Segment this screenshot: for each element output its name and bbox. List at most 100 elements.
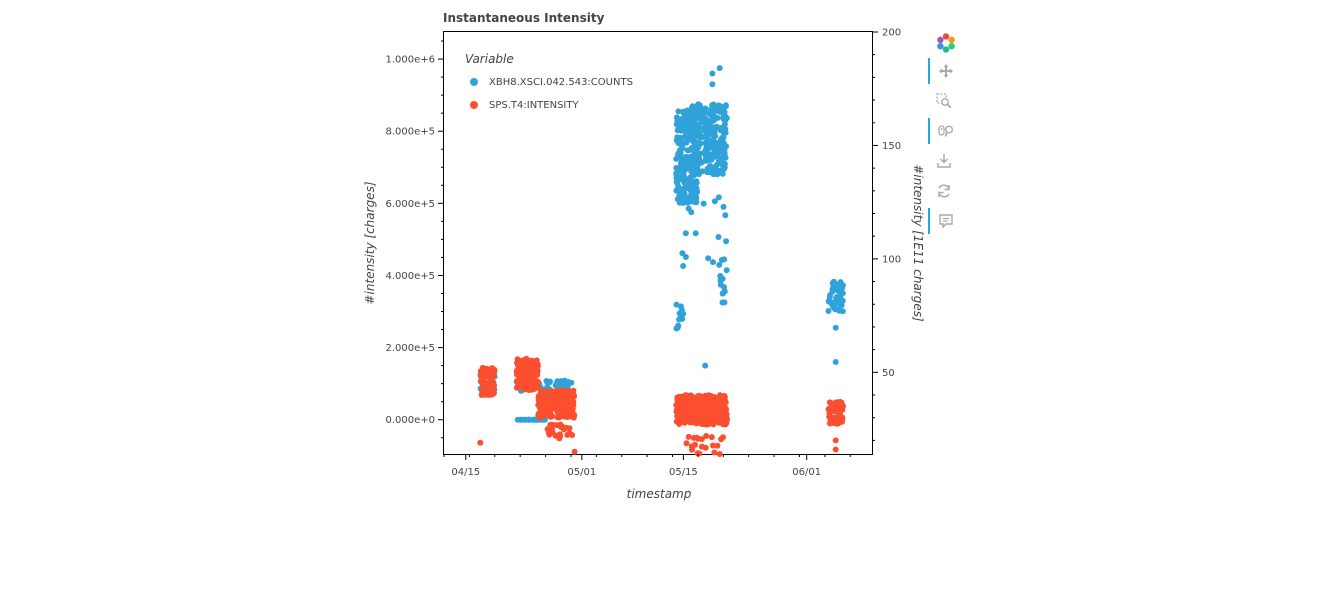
data-point <box>682 230 689 237</box>
x-tick-label: 05/15 <box>669 467 698 478</box>
legend-label: SPS.T4:INTENSITY <box>489 100 579 111</box>
data-point <box>716 148 723 155</box>
wheel-zoom-tool-button[interactable] <box>928 118 964 144</box>
legend-item[interactable]: XBH8.XSCI.042.543:COUNTS <box>470 77 633 88</box>
data-point <box>673 301 680 308</box>
hover-tool-button[interactable] <box>928 208 964 234</box>
data-point <box>827 413 834 420</box>
data-point <box>703 421 710 428</box>
box-zoom-tool-button[interactable] <box>928 88 962 114</box>
legend: Variable XBH8.XSCI.042.543:COUNTS SPS.T4… <box>465 52 633 111</box>
save-tool-icon <box>937 154 951 168</box>
data-point <box>702 362 709 369</box>
data-point <box>540 411 547 418</box>
data-point <box>676 395 683 402</box>
data-point <box>704 169 711 176</box>
data-point <box>681 409 688 416</box>
data-point <box>830 278 837 285</box>
data-point <box>688 158 695 165</box>
legend-title: Variable <box>465 52 514 66</box>
data-point <box>546 408 553 415</box>
data-point <box>698 116 705 122</box>
data-point <box>827 404 834 411</box>
pan-tool-button[interactable] <box>928 58 964 84</box>
data-point <box>673 179 680 186</box>
data-point <box>538 399 545 406</box>
data-point <box>712 133 719 140</box>
data-point <box>832 324 839 331</box>
data-point <box>720 133 727 140</box>
data-point <box>832 419 838 426</box>
data-point <box>719 290 726 297</box>
data-point <box>560 405 567 412</box>
data-point <box>694 141 701 148</box>
x-tick-label: 04/15 <box>451 467 480 478</box>
data-point <box>706 120 713 127</box>
data-point <box>535 394 542 401</box>
data-point <box>692 123 699 129</box>
data-point <box>694 152 701 159</box>
data-point <box>719 275 726 282</box>
data-point <box>832 437 839 444</box>
data-point <box>682 254 689 260</box>
data-point <box>712 153 718 160</box>
data-point <box>544 426 551 433</box>
data-point <box>479 381 486 388</box>
data-point <box>720 395 727 401</box>
data-point <box>704 145 711 152</box>
data-point <box>711 449 718 456</box>
data-point <box>696 414 702 421</box>
data-point <box>533 367 540 374</box>
data-point <box>693 180 700 186</box>
legend-item[interactable]: SPS.T4:INTENSITY <box>470 100 579 111</box>
data-point <box>839 418 845 425</box>
data-point <box>714 442 721 449</box>
data-point <box>720 203 727 210</box>
bokeh-logo[interactable] <box>928 28 962 54</box>
data-point <box>674 117 681 124</box>
data-point <box>561 410 568 417</box>
data-point <box>692 230 699 237</box>
reset-tool-button[interactable] <box>928 178 962 204</box>
data-point <box>710 117 717 123</box>
data-point <box>698 105 705 112</box>
data-point <box>488 388 495 395</box>
data-point <box>679 121 686 128</box>
data-point <box>675 108 682 115</box>
hover-tool-icon <box>939 214 953 229</box>
data-point <box>720 434 726 441</box>
data-point <box>832 359 839 365</box>
series-2 <box>477 355 846 457</box>
data-point <box>722 212 729 219</box>
legend-label: XBH8.XSCI.042.543:COUNTS <box>489 77 633 88</box>
data-point <box>832 446 839 453</box>
y-tick-label: 0.000e+0 <box>385 415 435 426</box>
data-point <box>477 439 484 446</box>
data-point <box>683 393 689 400</box>
data-point <box>678 417 685 424</box>
data-point <box>721 410 728 416</box>
data-layer <box>477 65 846 457</box>
data-point <box>694 169 701 176</box>
data-point <box>487 376 494 383</box>
data-point <box>708 434 715 441</box>
reset-tool-icon <box>938 184 950 198</box>
y-tick-label: 8.000e+5 <box>385 127 435 138</box>
data-point <box>570 411 576 417</box>
data-point <box>700 200 707 207</box>
bokeh-logo-icon <box>937 33 955 53</box>
data-point <box>688 443 695 450</box>
data-point <box>709 70 716 77</box>
data-point <box>679 144 686 151</box>
data-point <box>477 368 484 375</box>
data-point <box>698 443 705 450</box>
data-point <box>710 170 717 177</box>
box-zoom-tool-icon <box>936 93 952 109</box>
data-point <box>518 374 525 381</box>
data-point <box>685 433 692 440</box>
save-tool-button[interactable] <box>928 148 962 174</box>
legend-swatch <box>470 101 478 109</box>
y2-tick-label: 200 <box>882 28 901 39</box>
data-point <box>679 315 686 322</box>
data-point <box>715 234 722 240</box>
